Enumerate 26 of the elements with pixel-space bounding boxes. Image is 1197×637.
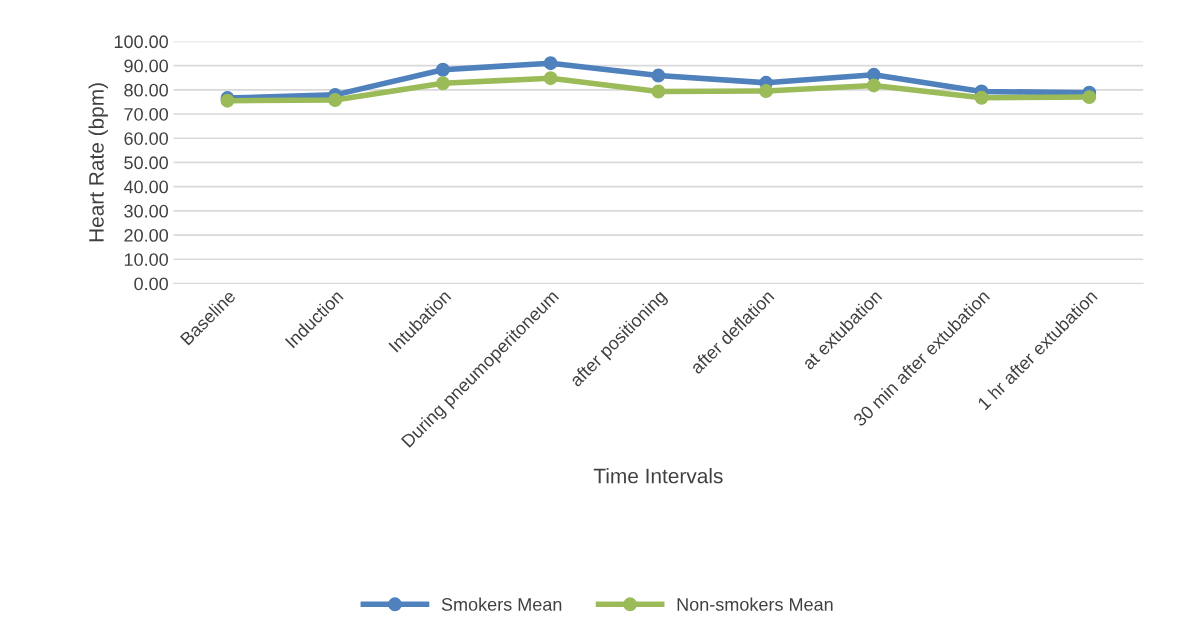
legend-label: Non-smokers Mean [677,597,833,611]
y-tick-label: 0.00 [134,277,168,291]
y-tick-label: 100.00 [114,35,168,49]
y-tick-label: 70.00 [124,107,168,121]
y-tick-label: 20.00 [124,228,168,242]
y-tick-label: 30.00 [124,204,168,218]
x-axis-title: Time Intervals [593,468,723,484]
point [651,84,666,99]
y-tick-label: 10.00 [124,253,168,266]
point [1082,90,1097,105]
point [543,71,558,86]
y-tick-label: 80.00 [124,83,168,97]
point [651,68,666,83]
point [435,62,450,77]
y-tick-label: 50.00 [124,156,168,170]
point [974,90,989,105]
y-tick-label: 60.00 [124,132,168,145]
point [435,76,450,91]
y-axis-title: Heart Rate (bpm) [88,83,108,242]
y-tick-label: 90.00 [124,59,168,73]
point [866,78,881,93]
y-tick-label: 40.00 [123,180,168,194]
point [759,84,774,98]
legend-label: Smokers Mean [441,597,562,611]
point [328,93,343,107]
point [543,56,558,71]
